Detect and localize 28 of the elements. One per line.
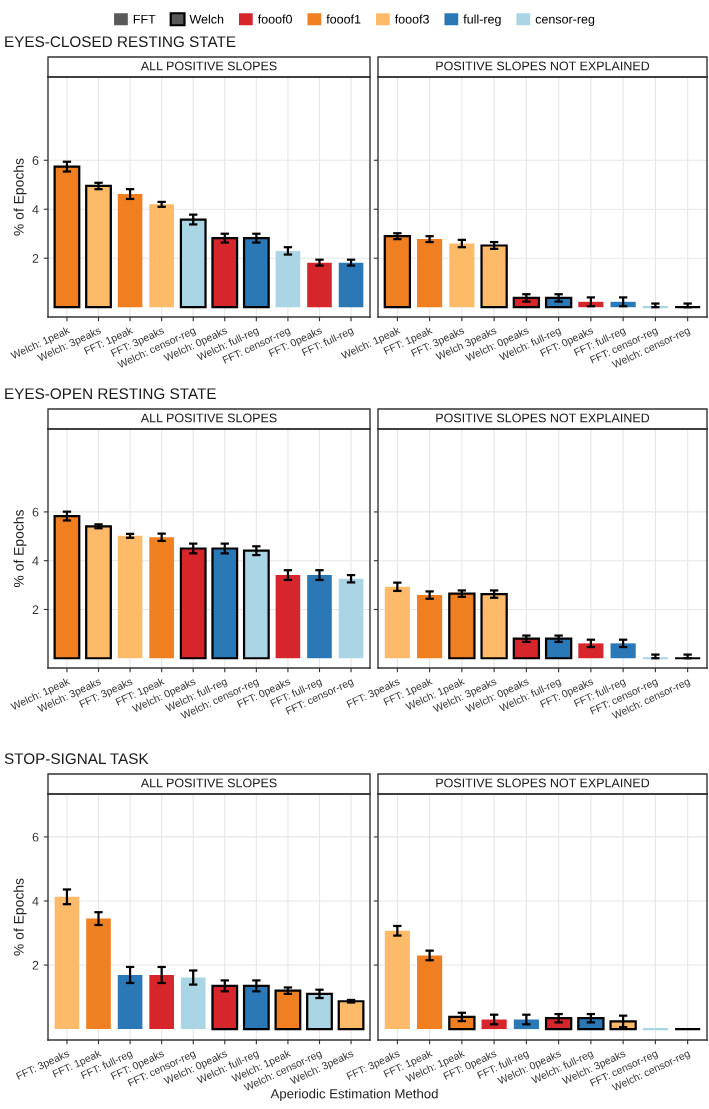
chart-title: ALL POSITIVE SLOPES [140, 778, 277, 788]
chart-title: ALL POSITIVE SLOPES [140, 413, 277, 423]
y-tick-label: 4 [32, 896, 39, 906]
chart-subtitle: STOP-SIGNAL TASK [4, 753, 149, 765]
chart-subtitle: EYES-OPEN RESTING STATE [5, 388, 216, 400]
y-axis-title: % of Epochs [13, 878, 27, 956]
y-axis-title: % of Epochs [13, 158, 27, 236]
y-tick-label: 6 [32, 832, 39, 842]
chart-title: POSITIVE SLOPES NOT EXPLAINED [436, 413, 650, 423]
y-tick-label: 6 [32, 156, 39, 165]
y-tick-label: 2 [32, 254, 39, 263]
y-tick-label: 4 [32, 205, 39, 214]
category-label: fooof3 [394, 14, 429, 24]
y-tick-label: 2 [32, 605, 39, 614]
chart-subtitle: EYES-CLOSED RESTING STATE [5, 36, 236, 48]
y-tick-label: 2 [32, 960, 39, 970]
chart-title: ALL POSITIVE SLOPES [140, 61, 277, 71]
category-label: Welch [189, 14, 224, 24]
y-tick-label: 4 [32, 556, 39, 566]
y-axis-title: % of Epochs [13, 510, 27, 587]
y-tick-label: 6 [32, 507, 39, 517]
category-label: fooof0 [257, 14, 292, 24]
chart-title: POSITIVE SLOPES NOT EXPLAINED [436, 61, 650, 71]
category-label: censor-reg [535, 16, 595, 27]
category-label: full-reg [463, 14, 501, 27]
chart-title: POSITIVE SLOPES NOT EXPLAINED [436, 778, 650, 788]
category-label: FFT [133, 14, 156, 24]
category-label: fooof1 [326, 14, 361, 24]
